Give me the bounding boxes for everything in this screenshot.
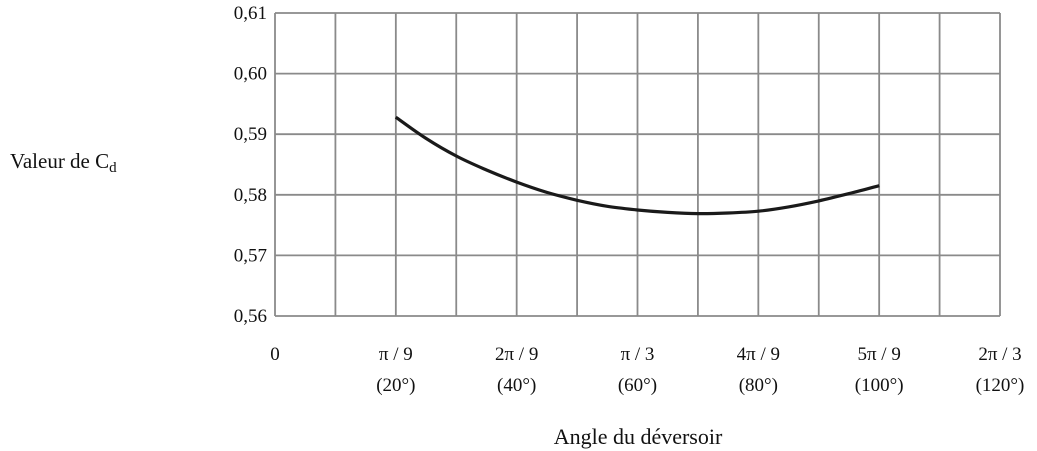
y-tick-label: 0,56	[234, 306, 267, 327]
y-tick-label: 0,60	[234, 64, 267, 85]
series	[394, 115, 880, 216]
grid	[274, 12, 1001, 317]
y-tick-labels: 0,56 0,57 0,58 0,59 0,60 0,61	[234, 3, 267, 327]
x-tick-sublabel: (100°)	[855, 375, 904, 396]
y-axis-label-main: Valeur de C	[10, 149, 109, 173]
x-tick-sublabel: (60°)	[618, 375, 657, 396]
x-tick-sublabel: (80°)	[739, 375, 778, 396]
x-tick-sublabel: (40°)	[497, 375, 536, 396]
x-tick-sublabel: (20°)	[376, 375, 415, 396]
x-tick-sublabel: (120°)	[976, 375, 1025, 396]
x-axis-label: Angle du déversoir	[554, 424, 723, 449]
series-line-0	[394, 115, 880, 216]
x-tick-labels: 0 π / 9 (20°) 2π / 9 (40°) π / 3 (60°) 4π / 9 (8…	[270, 344, 1024, 396]
y-tick-label: 0,58	[234, 185, 267, 206]
x-tick-label: 2π / 3	[978, 344, 1021, 365]
x-tick-label: 0	[270, 344, 280, 365]
x-tick-label: 4π / 9	[737, 344, 780, 365]
y-axis-label: Valeur de Cd	[10, 149, 117, 176]
x-tick-label: 2π / 9	[495, 344, 538, 365]
y-axis-label-sub: d	[109, 160, 117, 176]
x-tick-label: 5π / 9	[857, 344, 900, 365]
y-tick-label: 0,59	[234, 124, 267, 145]
y-tick-label: 0,57	[234, 245, 267, 266]
x-tick-label: π / 3	[621, 344, 655, 365]
x-tick-label: π / 9	[379, 344, 413, 365]
y-tick-label: 0,61	[234, 3, 267, 24]
